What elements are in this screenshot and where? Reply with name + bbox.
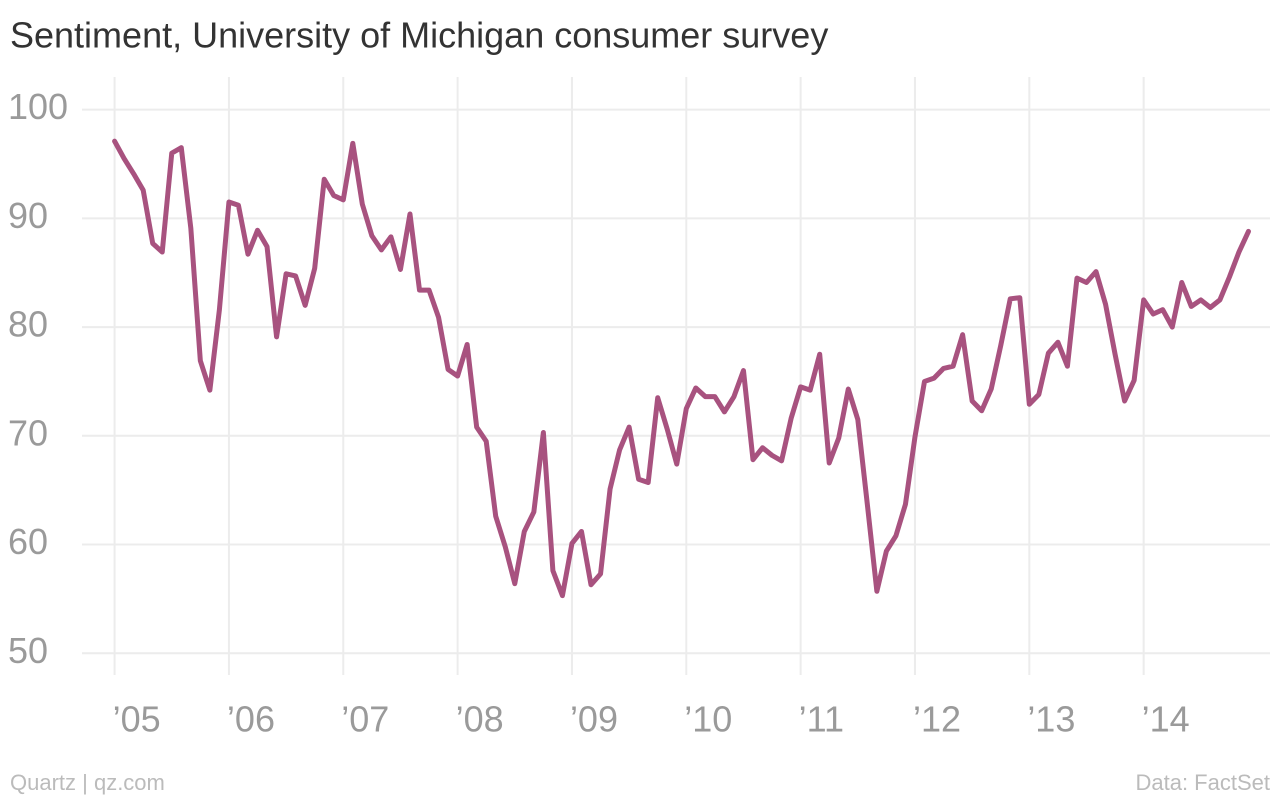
x-tick-label: ’12 [913,699,961,740]
source-right: Data: FactSet [1135,770,1270,795]
source-left: Quartz | qz.com [10,770,165,795]
y-tick-label: 80 [8,304,48,345]
x-tick-label: ’06 [227,699,275,740]
x-tick-label: ’11 [799,699,844,740]
x-tick-label: ’10 [684,699,732,740]
y-tick-label: 50 [8,630,48,671]
y-tick-label: 90 [8,195,48,236]
x-tick-label: ’07 [341,699,389,740]
y-tick-label: 100 [8,86,68,127]
chart-title: Sentiment, University of Michigan consum… [10,15,828,56]
x-tick-label: ’09 [570,699,618,740]
line [112,138,1251,599]
x-tick-label: ’05 [113,699,161,740]
x-tick-label: ’14 [1142,699,1190,740]
y-tick-label: 60 [8,521,48,562]
y-tick-label: 70 [8,412,48,453]
x-tick-label: ’08 [456,699,504,740]
x-tick-label: ’13 [1027,699,1075,740]
